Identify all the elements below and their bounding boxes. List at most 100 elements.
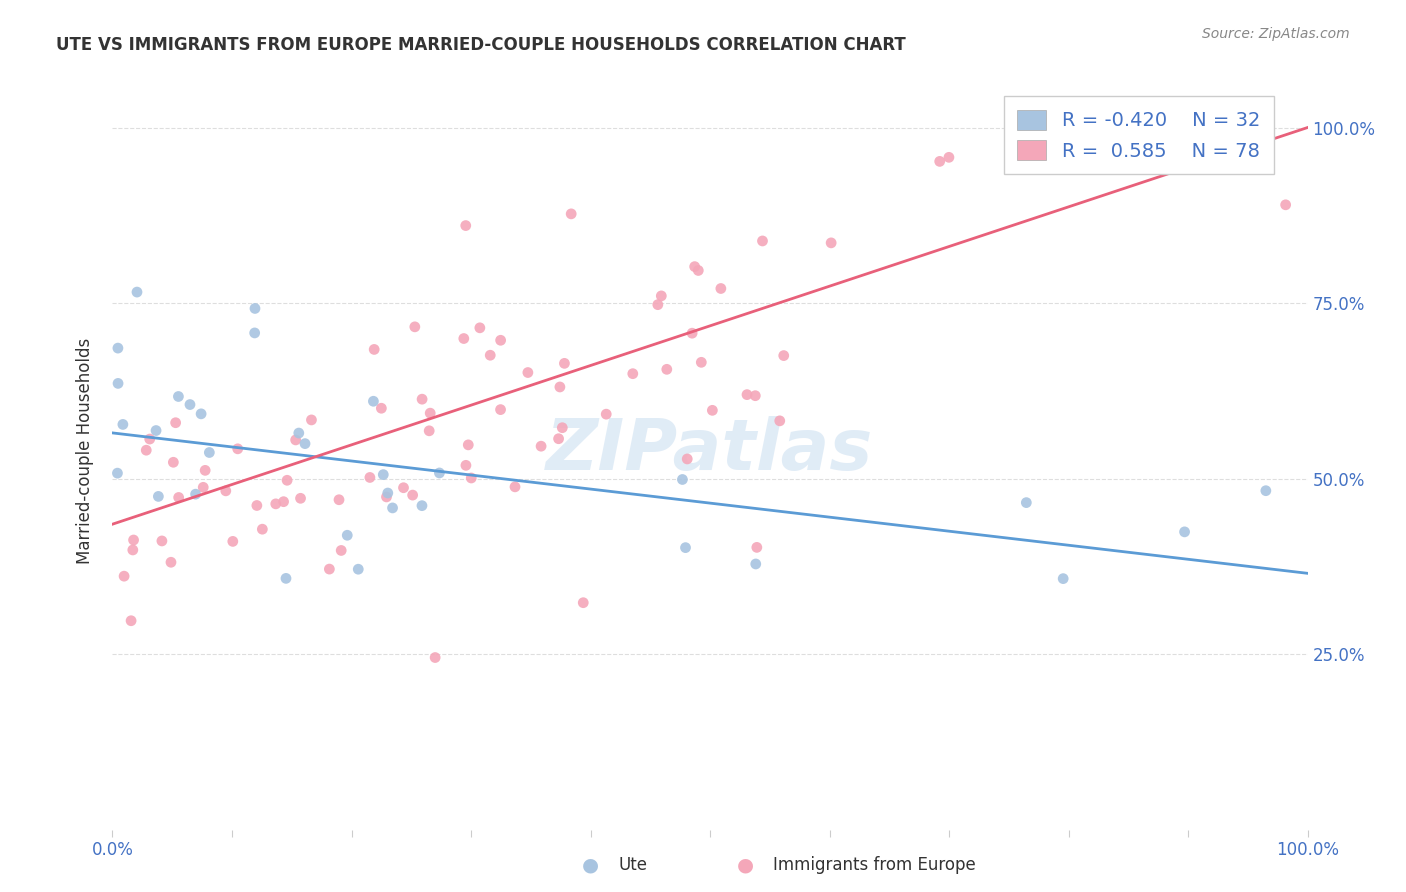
Point (190, 407, 212, 421)
Point (381, 500, 404, 515)
Point (148, 490, 170, 504)
Point (392, 481, 415, 495)
Point (330, 543, 353, 558)
Point (120, 614, 142, 628)
Point (243, 301, 266, 316)
Point (595, 407, 617, 421)
Point (165, 416, 187, 430)
Point (273, 494, 295, 508)
Point (252, 522, 274, 536)
Point (1274, 198, 1296, 212)
Point (751, 234, 773, 248)
Point (671, 473, 693, 487)
Point (145, 424, 167, 438)
Point (551, 420, 574, 434)
Point (107, 341, 129, 355)
Point (429, 466, 451, 480)
Point (370, 401, 392, 416)
Point (468, 321, 491, 335)
Point (745, 541, 768, 555)
Point (215, 483, 238, 498)
Point (246, 499, 269, 513)
Point (647, 298, 669, 312)
Point (928, 154, 950, 169)
Point (401, 488, 423, 502)
Point (676, 452, 699, 467)
Point (112, 569, 135, 583)
Point (359, 470, 381, 484)
Point (938, 150, 960, 164)
Point (363, 394, 385, 409)
Text: Ute: Ute (619, 856, 648, 874)
Point (820, 235, 842, 250)
Point (655, 362, 678, 376)
Point (328, 492, 350, 507)
Point (418, 424, 440, 438)
Point (411, 499, 433, 513)
Point (744, 389, 766, 403)
Point (710, 281, 733, 295)
Point (1174, 524, 1197, 539)
Point (290, 491, 312, 506)
Point (772, 349, 794, 363)
Point (284, 433, 307, 447)
Point (160, 555, 183, 569)
Point (457, 438, 479, 452)
Point (301, 413, 323, 427)
Point (162, 455, 184, 469)
Point (503, 480, 526, 494)
Point (318, 562, 340, 576)
Point (572, 596, 595, 610)
Point (288, 425, 311, 440)
Point (363, 343, 385, 357)
Point (688, 263, 710, 277)
Point (1015, 495, 1038, 509)
Point (193, 480, 215, 494)
Point (264, 497, 287, 511)
Text: ●: ● (737, 855, 754, 874)
Point (650, 289, 672, 303)
Point (460, 471, 482, 485)
Point (769, 414, 792, 428)
Point (377, 486, 399, 500)
Point (454, 458, 477, 473)
Legend: R = -0.420    N = 32, R =  0.585    N = 78: R = -0.420 N = 32, R = 0.585 N = 78 (1004, 96, 1274, 174)
Text: Immigrants from Europe: Immigrants from Europe (773, 856, 976, 874)
Point (274, 571, 297, 585)
Point (111, 417, 134, 432)
Point (198, 445, 221, 459)
Point (122, 533, 145, 547)
Point (454, 219, 477, 233)
Point (222, 534, 245, 549)
Point (735, 387, 758, 401)
Point (276, 473, 298, 487)
Point (419, 406, 441, 420)
Point (702, 403, 724, 417)
Point (489, 333, 512, 347)
Point (548, 380, 571, 394)
Point (125, 285, 148, 299)
Point (373, 467, 395, 482)
Point (690, 355, 713, 369)
Text: ZIPatlas: ZIPatlas (547, 416, 873, 485)
Point (1254, 483, 1277, 498)
Point (375, 490, 398, 504)
Point (194, 463, 217, 477)
Point (423, 650, 446, 665)
Point (243, 326, 266, 340)
Y-axis label: Married-couple Households: Married-couple Households (76, 337, 94, 564)
Point (184, 487, 207, 501)
Point (547, 432, 569, 446)
Point (621, 367, 644, 381)
Point (336, 528, 359, 542)
Point (107, 376, 129, 391)
Point (553, 356, 575, 370)
Point (516, 366, 538, 380)
Point (347, 562, 370, 576)
Text: Source: ZipAtlas.com: Source: ZipAtlas.com (1202, 27, 1350, 41)
Point (453, 332, 475, 346)
Point (294, 436, 316, 450)
Point (107, 466, 129, 480)
Point (560, 207, 582, 221)
Point (675, 541, 697, 555)
